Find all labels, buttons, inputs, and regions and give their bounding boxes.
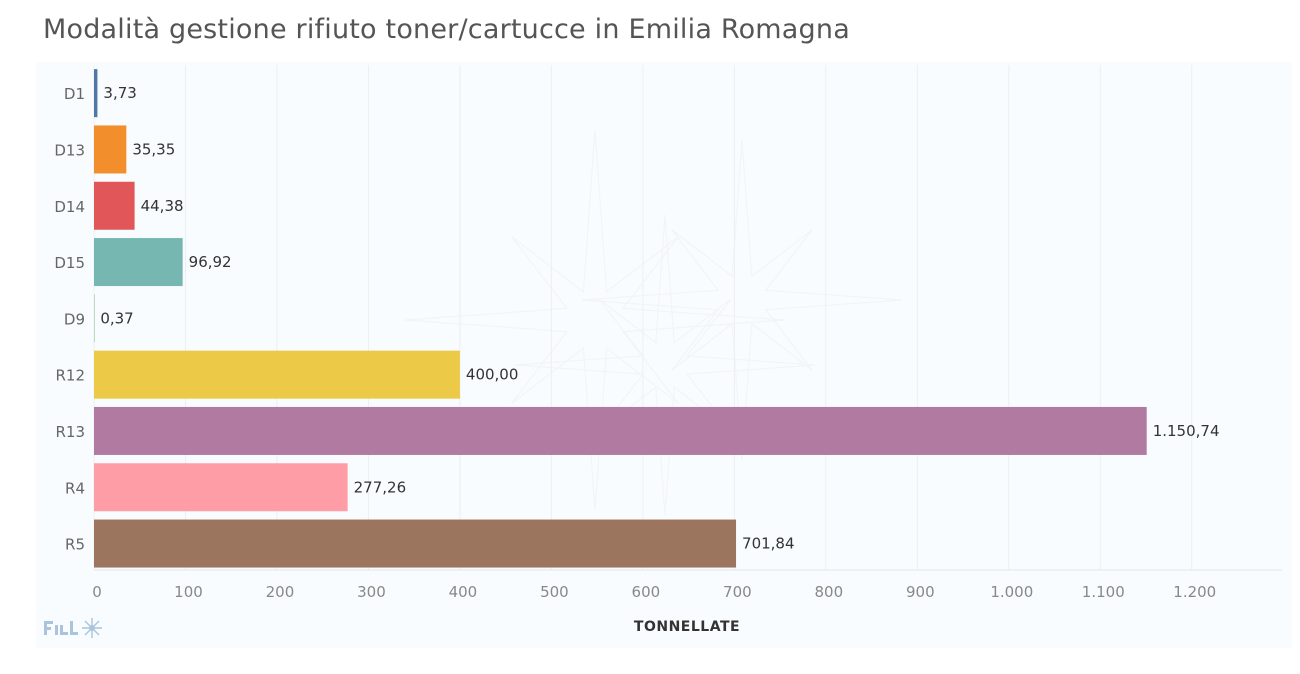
value-labels: 3,73 35,35 44,38 96,92 0,37 400,00 1.150,74 277… — [100, 84, 1219, 552]
category-label: D14 — [54, 198, 85, 216]
value-label: 1.150,74 — [1153, 422, 1220, 440]
category-label: D9 — [64, 310, 85, 328]
value-label: 35,35 — [132, 140, 175, 158]
category-label: R13 — [55, 423, 85, 441]
category-labels: D1 D13 D14 D15 D9 R12 R13 R4 R5 — [54, 85, 85, 553]
x-tick-label: 800 — [815, 583, 844, 601]
x-tick-label: 300 — [357, 583, 386, 601]
x-tick-label: 1.200 — [1173, 583, 1216, 601]
x-tick-label: 900 — [906, 583, 935, 601]
category-label: D13 — [54, 141, 85, 159]
value-label: 44,38 — [141, 197, 184, 215]
value-label: 277,26 — [354, 478, 407, 496]
value-label: 0,37 — [100, 309, 133, 327]
x-tick-label: 100 — [174, 583, 203, 601]
x-tick-label: 700 — [723, 583, 752, 601]
category-label: D15 — [54, 254, 85, 272]
chart-title: Modalità gestione rifiuto toner/cartucce… — [43, 14, 850, 45]
bar-r12[interactable] — [94, 350, 460, 399]
x-tick-label: 600 — [632, 583, 661, 601]
category-label: D1 — [64, 85, 85, 103]
value-label: 400,00 — [466, 366, 519, 384]
value-label: 96,92 — [189, 253, 232, 271]
x-tick-label: 1.100 — [1082, 583, 1125, 601]
x-tick-label: 200 — [266, 583, 295, 601]
bar-d15[interactable] — [94, 238, 183, 287]
bar-d14[interactable] — [94, 181, 135, 230]
value-label: 3,73 — [103, 84, 136, 102]
x-tick-label: 1.000 — [990, 583, 1033, 601]
x-axis-ticks: 0 100 200 300 400 500 600 700 800 900 1.000 1.100 1.… — [92, 583, 1216, 601]
x-tick-label: 400 — [449, 583, 478, 601]
compass-rose-watermark — [404, 129, 903, 516]
logo-icon — [44, 618, 102, 638]
bars — [94, 69, 1147, 568]
category-label: R5 — [65, 536, 85, 554]
x-tick-label: 500 — [540, 583, 569, 601]
category-label: R12 — [55, 367, 85, 385]
bar-r13[interactable] — [94, 406, 1147, 455]
bar-d1[interactable] — [94, 69, 98, 118]
value-label: 701,84 — [742, 535, 795, 553]
x-axis-title: TONNELLATE — [634, 619, 740, 635]
grid-lines — [93, 65, 1282, 571]
x-tick-label: 0 — [92, 583, 102, 601]
bar-r5[interactable] — [94, 519, 737, 568]
bar-d13[interactable] — [94, 125, 127, 174]
category-label: R4 — [65, 479, 85, 497]
bar-r4[interactable] — [94, 463, 348, 512]
